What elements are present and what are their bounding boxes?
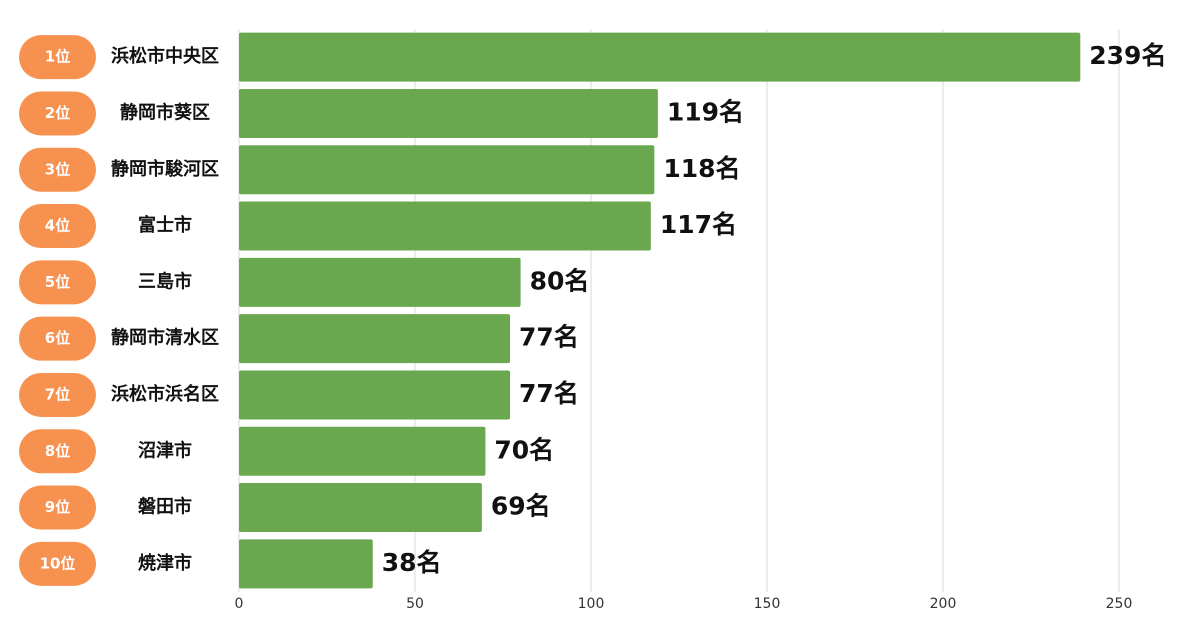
bar (239, 257, 521, 307)
rank-badge (19, 147, 96, 192)
bar (239, 370, 511, 420)
y-tick-label: 静岡市葵区 (120, 101, 210, 123)
rank-label: 4位 (45, 217, 70, 235)
value-label: 69名 (491, 492, 551, 521)
rank-badge (19, 91, 96, 136)
rank-badge (19, 485, 96, 530)
rank-label: 10位 (40, 554, 76, 572)
y-tick-label: 三島市 (138, 270, 192, 292)
rank-label: 5位 (45, 273, 70, 291)
x-tick-label: 150 (754, 596, 781, 612)
bar (239, 145, 655, 195)
rank-badge (19, 541, 96, 586)
x-tick-label: 0 (235, 596, 244, 612)
value-label: 77名 (519, 323, 579, 352)
y-tick-label: 静岡市駿河区 (111, 158, 219, 180)
y-tick-label: 沼津市 (138, 439, 192, 461)
rank-badge (19, 316, 96, 361)
value-label: 118名 (663, 154, 740, 183)
rank-label: 2位 (45, 104, 70, 122)
x-tick-label: 200 (930, 596, 957, 612)
bar (239, 201, 651, 251)
y-tick-label: 浜松市浜名区 (111, 383, 219, 405)
rank-label: 1位 (45, 48, 70, 66)
value-label: 119名 (667, 97, 744, 126)
x-tick-label: 250 (1106, 596, 1133, 612)
rank-badge (19, 260, 96, 305)
bar (239, 88, 658, 138)
y-tick-label: 富士市 (138, 214, 192, 236)
rank-badge (19, 372, 96, 417)
rank-label: 8位 (45, 442, 70, 460)
y-tick-label: 焼津市 (138, 552, 192, 574)
value-label: 239名 (1089, 41, 1166, 70)
rank-label: 6位 (45, 329, 70, 347)
y-tick-label: 静岡市清水区 (111, 327, 219, 349)
y-tick-label: 磐田市 (138, 496, 192, 518)
bar (239, 314, 511, 364)
x-tick-label: 100 (578, 596, 605, 612)
bar (239, 426, 486, 476)
x-tick-label: 50 (406, 596, 424, 612)
rank-badge (19, 429, 96, 474)
rank-label: 9位 (45, 498, 70, 516)
value-label: 70名 (494, 435, 554, 464)
rank-badge (19, 204, 96, 249)
y-tick-label: 浜松市中央区 (111, 45, 219, 67)
bar (239, 483, 482, 533)
rank-label: 3位 (45, 160, 70, 178)
value-label: 77名 (519, 379, 579, 408)
bar (239, 539, 373, 589)
rank-badge (19, 35, 96, 80)
bar (239, 32, 1081, 82)
value-label: 38名 (382, 548, 442, 577)
value-label: 117名 (660, 210, 737, 239)
value-label: 80名 (530, 266, 590, 295)
rank-label: 7位 (45, 385, 70, 403)
